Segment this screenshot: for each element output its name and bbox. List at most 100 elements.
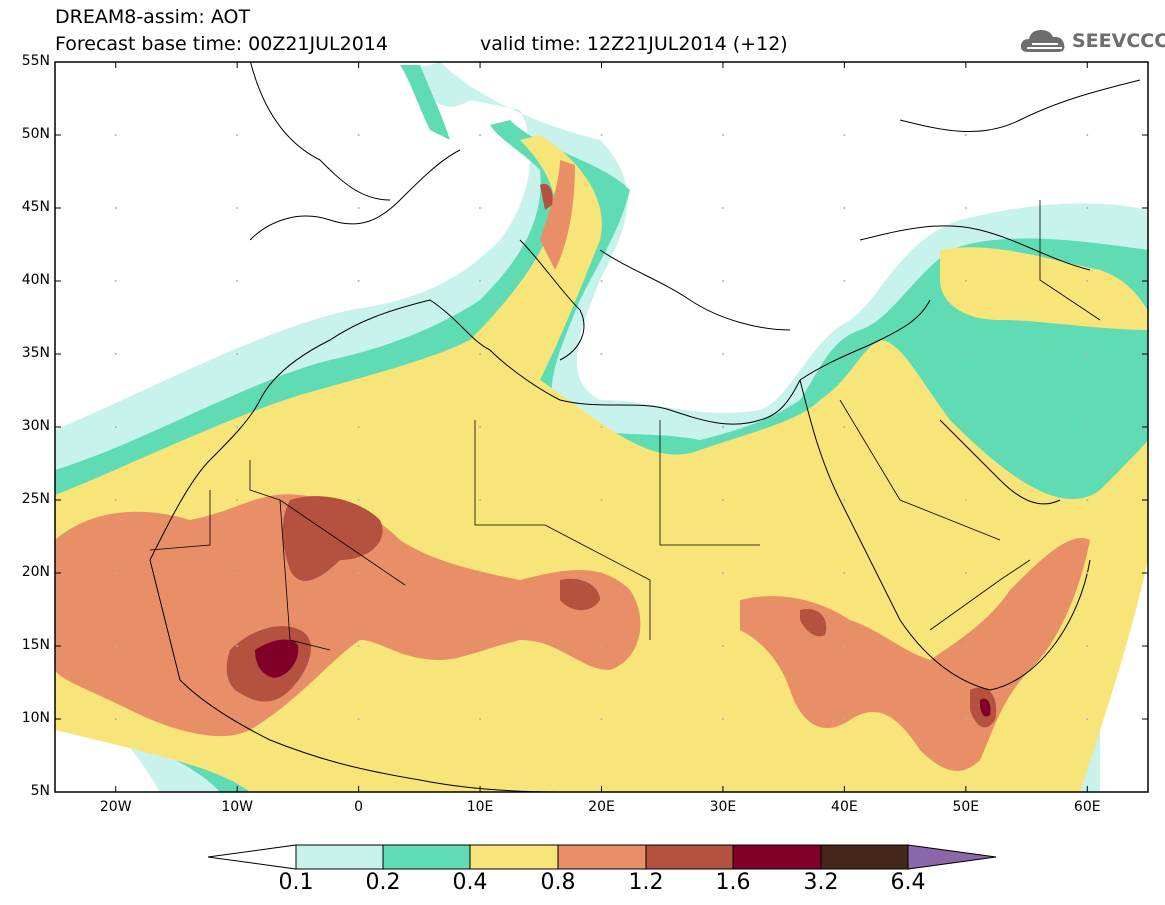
forecast-base-time: Forecast base time: 00Z21JUL2014: [55, 33, 388, 55]
graticule-dot: [1086, 499, 1089, 501]
graticule-dot: [600, 499, 603, 501]
graticule-dot: [236, 718, 239, 720]
axis-ticks: [55, 61, 1148, 793]
graticule-dot: [1086, 426, 1089, 428]
lat-label: 35N: [21, 345, 50, 361]
graticule-dot: [357, 426, 360, 428]
graticule-dot: [964, 499, 967, 501]
graticule-dot: [721, 645, 724, 647]
graticule-dot: [600, 718, 603, 720]
graticule-dot: [479, 353, 482, 355]
graticule-dot: [1086, 280, 1089, 282]
graticule-dot: [600, 426, 603, 428]
graticule-dot: [964, 645, 967, 647]
graticule-dot: [843, 572, 846, 574]
graticule-dot: [843, 426, 846, 428]
lon-label: 20E: [588, 799, 615, 815]
graticule-dot: [236, 572, 239, 574]
graticule-dot: [236, 645, 239, 647]
graticule-dot: [357, 499, 360, 501]
seevccc-logo: SEEVCCC: [1018, 24, 1165, 58]
graticule-dot: [479, 134, 482, 136]
colorbar-bin-1.6: [732, 844, 822, 870]
graticule-dot: [114, 353, 117, 355]
graticule-dot: [479, 645, 482, 647]
graticule-dot: [964, 207, 967, 209]
valid-time: valid time: 12Z21JUL2014 (+12): [480, 33, 788, 55]
aot-0.8-contour: [55, 160, 1090, 771]
lat-label: 20N: [21, 564, 50, 580]
graticule-dot: [114, 280, 117, 282]
colorbar-label: 0.4: [452, 870, 488, 895]
graticule-dot: [964, 426, 967, 428]
graticule-dot: [1086, 353, 1089, 355]
graticule-dot: [721, 353, 724, 355]
graticule-dot: [236, 353, 239, 355]
graticule-dot: [964, 353, 967, 355]
graticule-dot: [357, 718, 360, 720]
graticule-dot: [479, 718, 482, 720]
map-title: DREAM8-assim: AOT: [55, 6, 251, 28]
graticule-dot: [114, 645, 117, 647]
graticule-dot: [600, 645, 603, 647]
graticule-dot: [479, 280, 482, 282]
colorbar-label: 1.6: [715, 870, 751, 895]
lon-label: 20W: [99, 799, 132, 815]
colorbar-bin-0.2: [382, 844, 471, 870]
graticule-dot: [600, 207, 603, 209]
graticule-dot: [721, 207, 724, 209]
graticule-points: [114, 134, 1089, 720]
graticule-dot: [600, 134, 603, 136]
graticule-dot: [357, 353, 360, 355]
graticule-dot: [964, 134, 967, 136]
colorbar-label: 0.8: [540, 870, 576, 895]
graticule-dot: [1086, 645, 1089, 647]
graticule-dot: [236, 207, 239, 209]
lon-label: 40E: [831, 799, 858, 815]
graticule-dot: [236, 134, 239, 136]
graticule-dot: [721, 499, 724, 501]
graticule-dot: [843, 207, 846, 209]
graticule-dot: [114, 572, 117, 574]
colorbar-high-arrow: [907, 844, 997, 870]
graticule-dot: [357, 572, 360, 574]
graticule-dot: [236, 280, 239, 282]
lon-label: 60E: [1073, 799, 1101, 815]
graticule-dot: [1086, 718, 1089, 720]
aot-1.6-contour: [255, 639, 991, 717]
graticule-dot: [114, 718, 117, 720]
graticule-dot: [721, 426, 724, 428]
lat-label: 50N: [21, 126, 50, 142]
graticule-dot: [114, 134, 117, 136]
colorbar-bin-3.2: [820, 844, 909, 870]
graticule-dot: [479, 426, 482, 428]
graticule-dot: [236, 426, 239, 428]
colorbar-label: 0.2: [365, 870, 401, 895]
colorbar: [207, 844, 997, 870]
graticule-dot: [843, 718, 846, 720]
graticule-dot: [843, 280, 846, 282]
colorbar-bin-0.8: [557, 844, 647, 870]
graticule-dot: [721, 572, 724, 574]
graticule-dot: [843, 499, 846, 501]
graticule-dot: [114, 499, 117, 501]
graticule-dot: [600, 280, 603, 282]
graticule-dot: [721, 134, 724, 136]
graticule-dot: [843, 353, 846, 355]
colorbar-low-arrow: [207, 844, 297, 870]
graticule-dot: [964, 280, 967, 282]
graticule-dot: [964, 572, 967, 574]
graticule-dot: [357, 645, 360, 647]
graticule-dot: [1086, 207, 1089, 209]
country-borders: [149, 200, 1101, 651]
graticule-dot: [600, 572, 603, 574]
graticule-dot: [721, 280, 724, 282]
lat-label: 5N: [30, 783, 50, 799]
graticule-dot: [479, 207, 482, 209]
graticule-dot: [357, 280, 360, 282]
colorbar-bin-0.1: [295, 844, 384, 870]
graticule-dot: [357, 134, 360, 136]
colorbar-bin-1.2: [645, 844, 734, 870]
graticule-dot: [479, 499, 482, 501]
graticule-dot: [843, 645, 846, 647]
